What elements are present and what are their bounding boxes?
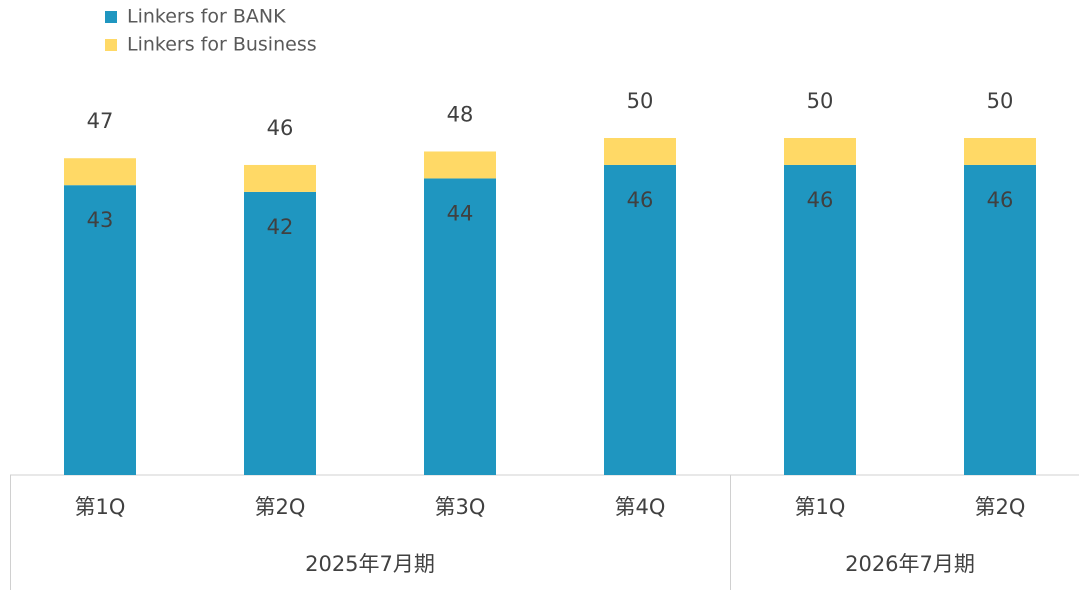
group-label: 2026年7月期: [845, 552, 975, 576]
bar-segment: [784, 164, 856, 475]
bar-segment: [604, 138, 676, 165]
legend-label: Linkers for BANK: [127, 6, 286, 28]
total-label: 46: [267, 116, 294, 140]
value-label: 46: [807, 188, 834, 212]
bar-segment: [964, 164, 1036, 475]
total-label: 47: [87, 109, 114, 133]
value-label: 46: [627, 188, 654, 212]
total-label: 50: [987, 89, 1014, 113]
bar-segment: [784, 138, 856, 165]
x-tick-label: 第2Q: [255, 495, 306, 519]
value-label: 46: [987, 188, 1014, 212]
total-label: 50: [627, 89, 654, 113]
bar-segment: [64, 185, 136, 475]
legend-swatch: [105, 39, 117, 51]
value-label: 43: [87, 208, 114, 232]
bar-segment: [964, 138, 1036, 165]
group-label: 2025年7月期: [305, 552, 435, 576]
total-label: 48: [447, 102, 474, 126]
bar-segment: [604, 164, 676, 475]
bar-segment: [424, 151, 496, 179]
total-label: 50: [807, 89, 834, 113]
x-tick-label: 第3Q: [435, 495, 486, 519]
bar-segment: [64, 158, 136, 186]
bar-segment: [424, 178, 496, 475]
value-label: 44: [447, 201, 474, 225]
bar-segment: [244, 164, 316, 192]
value-label: 42: [267, 215, 294, 239]
bar-segment: [244, 191, 316, 476]
legend-swatch: [105, 11, 117, 23]
legend: Linkers for BANK Linkers for Business: [105, 6, 317, 56]
x-tick-label: 第1Q: [75, 495, 126, 519]
x-tick-label: 第2Q: [975, 495, 1026, 519]
x-tick-label: 第1Q: [795, 495, 846, 519]
x-tick-label: 第4Q: [615, 495, 666, 519]
legend-label: Linkers for Business: [127, 34, 317, 56]
